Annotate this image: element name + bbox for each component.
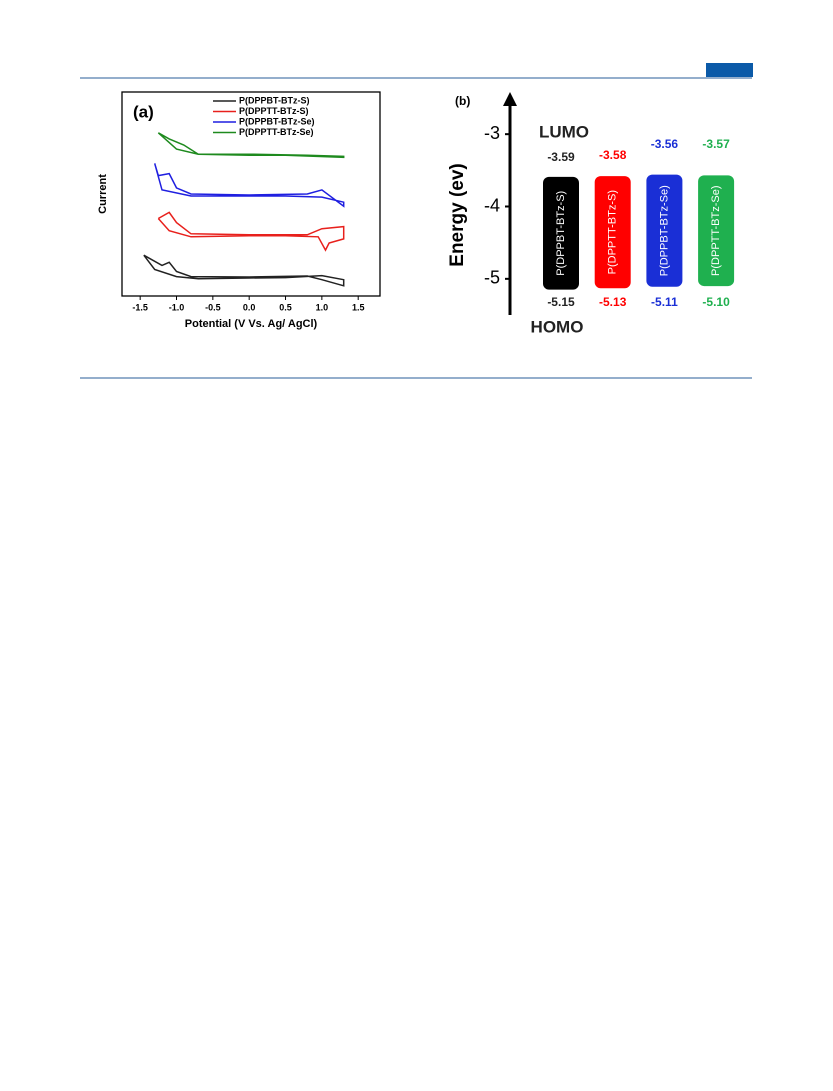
panel-label: (a) — [133, 102, 154, 121]
x-tick-label: -1.0 — [169, 302, 185, 312]
legend-label: P(DPPTT-BTz-S) — [239, 106, 309, 116]
category-label: P(DPPTT-BTz-Se) — [710, 186, 722, 276]
x-axis-label: Potential (V Vs. Ag/ AgCl) — [185, 318, 318, 330]
cv-curve — [157, 132, 345, 159]
axis-arrow — [503, 92, 517, 106]
level-name: LUMO — [539, 122, 589, 141]
y-tick-label: -3 — [484, 123, 500, 143]
category-label: P(DPPBT-BTz-S) — [555, 191, 567, 276]
legend-label: P(DPPBT-BTz-S) — [239, 95, 310, 105]
header-badge — [706, 63, 753, 77]
cv-curve — [157, 211, 345, 252]
x-tick-label: -1.5 — [132, 302, 148, 312]
energy-bar — [594, 176, 631, 289]
lumo-label: -3.58 — [599, 148, 627, 162]
panel-label: (b) — [455, 94, 470, 108]
homo-label: -5.15 — [547, 295, 575, 309]
legend-label: P(DPPBT-BTz-Se) — [239, 116, 315, 126]
energy-bar — [698, 175, 735, 287]
legend-label: P(DPPTT-BTz-Se) — [239, 127, 314, 137]
energy-bar — [543, 176, 579, 290]
x-tick-label: 0.0 — [243, 302, 256, 312]
y-tick-label: -5 — [484, 268, 500, 288]
x-tick-label: 0.5 — [279, 302, 292, 312]
cv-curve — [143, 254, 345, 287]
y-axis-label: Current — [97, 174, 109, 214]
level-name: HOMO — [531, 317, 584, 336]
homo-label: -5.10 — [702, 295, 730, 309]
x-tick-label: 1.5 — [352, 302, 365, 312]
homo-label: -5.11 — [651, 295, 678, 309]
cv-curve — [153, 163, 345, 208]
lumo-label: -3.56 — [651, 137, 679, 151]
plot-frame — [121, 91, 381, 297]
homo-label: -5.13 — [599, 295, 627, 309]
lumo-label: -3.59 — [547, 150, 575, 164]
y-tick-label: -4 — [484, 195, 500, 215]
category-label: P(DPPTT-BTz-S) — [607, 190, 619, 274]
category-label: P(DPPBT-BTz-Se) — [658, 185, 670, 276]
energy-bar — [646, 174, 683, 287]
y-axis-label: Energy (ev) — [447, 163, 468, 266]
x-tick-label: 1.0 — [316, 302, 329, 312]
x-tick-label: -0.5 — [205, 302, 221, 312]
lumo-label: -3.57 — [702, 137, 730, 151]
